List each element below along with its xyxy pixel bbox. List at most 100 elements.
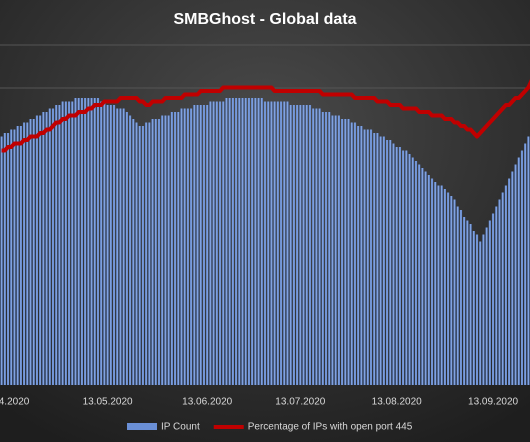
bar [132,119,135,385]
bar [421,168,424,385]
bar [357,126,360,385]
bar [170,112,173,385]
bar [218,101,222,385]
bar [328,112,331,385]
bar [87,98,90,385]
bar [350,122,353,385]
bar [459,210,463,385]
bar [379,136,382,385]
bar [263,101,267,385]
legend-label: Percentage of IPs with open port 445 [248,422,413,433]
line [1,79,530,153]
bar [6,133,10,385]
bar [231,98,235,385]
bar [504,185,508,385]
bar [141,126,145,385]
bar [475,234,479,385]
bar [10,129,13,385]
bar [58,105,61,385]
bar [238,98,241,385]
bar [13,129,16,385]
bar [267,101,270,385]
bar [302,105,305,385]
bar [270,101,273,385]
bar [334,115,337,385]
bar [495,206,498,385]
bar [408,154,411,385]
bar [273,101,276,385]
bar [344,119,347,385]
bar [42,112,45,385]
bar [453,199,456,385]
bar [96,98,100,385]
bar [39,115,42,385]
bar [35,115,39,385]
legend: IP Count Percentage of IPs with open port… [127,422,413,433]
bar [209,101,212,385]
x-tick-label: 04.2020 [0,397,30,408]
bar [360,126,363,385]
bar [234,98,238,385]
bar [514,164,517,385]
bar [206,105,209,385]
bar [292,105,296,385]
bar [424,171,427,385]
bar [507,178,511,385]
bar [385,140,389,385]
bar [228,98,231,385]
bar [215,101,218,385]
bar [331,115,334,385]
bar [251,98,254,385]
legend-label: IP Count [161,422,200,433]
bar [186,108,190,385]
bar [116,108,119,385]
bar [520,150,524,385]
bar [312,108,315,385]
bar [51,108,55,385]
bar [446,192,450,385]
bar [157,119,161,385]
bar [305,105,308,385]
bar [103,101,106,385]
bar [398,147,402,385]
legend-swatch [127,423,157,430]
bar [395,147,398,385]
bar [173,112,177,385]
x-tick-label: 13.05.2020 [83,397,133,408]
bar [324,112,328,385]
bar [289,105,292,385]
bar [109,105,112,385]
chart-title: SMBGhost - Global data [173,11,356,28]
bar [112,105,116,385]
bar [67,101,71,385]
bar [401,150,405,385]
bar [472,231,475,385]
bar [193,105,196,385]
bar [135,122,138,385]
bar [154,119,157,385]
bar [363,129,366,385]
bar [196,105,199,385]
bar [212,101,215,385]
bar [148,122,151,385]
bar [257,98,260,385]
bar [202,105,206,385]
bar [414,161,418,385]
bar [469,224,472,385]
bar [427,175,430,385]
bar [340,119,344,385]
bar [138,126,141,385]
bar [0,136,3,385]
bar [61,101,64,385]
bar [225,98,228,385]
bar [369,129,373,385]
bar [167,115,170,385]
bar [440,185,443,385]
x-tick-label: 13.07.2020 [275,397,325,408]
bar [450,196,453,385]
bar [517,157,520,385]
bar [100,101,103,385]
bar [299,105,302,385]
bar [177,112,180,385]
